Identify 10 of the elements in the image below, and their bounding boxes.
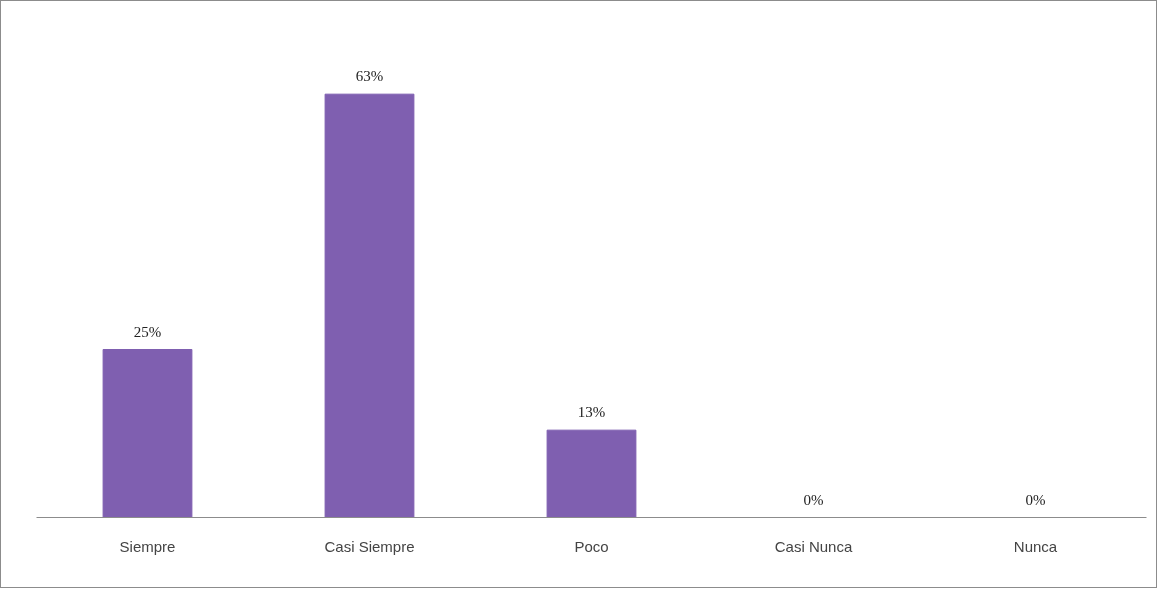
x-tick-label: Poco <box>574 537 609 555</box>
data-label: 63% <box>355 68 384 85</box>
data-label: 0% <box>1025 491 1046 508</box>
x-tick-label: Casi Siempre <box>324 537 415 555</box>
x-tick-label: Casi Nunca <box>774 537 853 555</box>
data-label: 0% <box>803 491 824 508</box>
data-label: 25% <box>133 323 162 340</box>
x-tick-label: Siempre <box>119 537 176 555</box>
data-label: 13% <box>577 404 606 421</box>
x-tick-label: Nunca <box>1013 537 1058 555</box>
